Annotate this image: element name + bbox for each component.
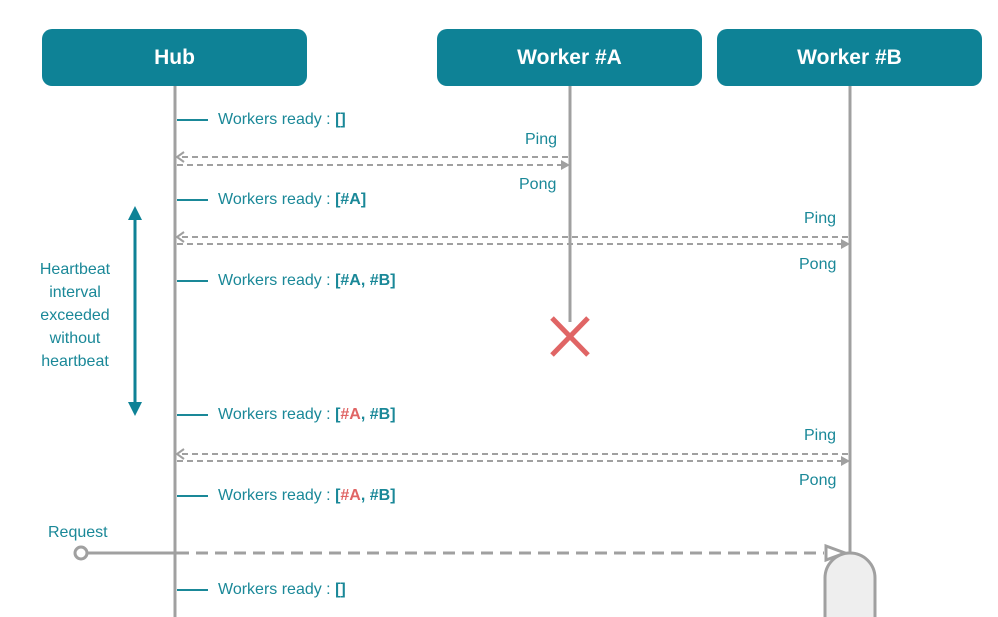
request-origin-icon: [73, 545, 89, 561]
hub-node: Hub: [42, 29, 307, 86]
worker-id: #B: [369, 406, 391, 423]
bracket-open: [: [335, 111, 341, 128]
ping-label: Ping: [804, 427, 837, 444]
bracket-close: ]: [390, 487, 396, 504]
worker-id: #B: [369, 487, 391, 504]
workers-ready-status: Workers ready : [#A, #B]: [218, 487, 396, 505]
pong-a-arrowhead: [561, 160, 570, 170]
status-prefix: Workers ready :: [218, 581, 336, 598]
workers-ready-status: Workers ready : []: [218, 581, 346, 599]
pong-label: Pong: [799, 472, 837, 489]
pong-label: Pong: [799, 256, 837, 273]
bracket-open: [: [335, 406, 341, 423]
bracket-open: [: [335, 581, 341, 598]
bracket-open: [: [335, 191, 341, 208]
ping-label: Ping: [525, 131, 558, 148]
workers-ready-status: Workers ready : [#A]: [218, 191, 366, 209]
bracket-open: [: [335, 487, 341, 504]
status-prefix: Workers ready :: [218, 191, 336, 208]
bracket-close: ]: [340, 581, 346, 598]
separator: ,: [360, 487, 370, 504]
worker-a-failed-icon: [550, 316, 590, 357]
worker-id: #A: [340, 487, 361, 504]
status-ticks: [177, 119, 208, 591]
status-prefix: Workers ready :: [218, 406, 336, 423]
ping-pong-b-1: [177, 236, 848, 245]
worker-id: #A: [340, 191, 361, 208]
heartbeat-note: Heartbeat interval exceeded without hear…: [39, 261, 111, 370]
ping-a-arrowhead: [175, 151, 185, 163]
ping-pong-a: [177, 156, 568, 166]
status-prefix: Workers ready :: [218, 272, 336, 289]
separator: ,: [360, 272, 370, 289]
workers-ready-status: Workers ready : []: [218, 111, 346, 129]
ping-b2-arrowhead: [175, 448, 185, 460]
pong-b1-arrowhead: [841, 239, 850, 249]
worker-id: #A: [340, 272, 361, 289]
ping-b1-arrowhead: [175, 231, 185, 243]
ping-label: Ping: [804, 210, 837, 227]
pong-label: Pong: [519, 176, 557, 193]
request-label: Request: [48, 524, 108, 541]
worker-b-node: Worker #B: [717, 29, 982, 86]
pong-b2-arrowhead: [841, 456, 850, 466]
bracket-close: ]: [360, 191, 367, 208]
status-prefix: Workers ready :: [218, 111, 336, 128]
worker-b-activation: [823, 551, 877, 617]
workers-ready-status: Workers ready : [#A, #B]: [218, 406, 396, 424]
workers-ready-status: Workers ready : [#A, #B]: [218, 272, 396, 290]
heartbeat-interval-arrow: [128, 206, 142, 416]
separator: ,: [360, 406, 370, 423]
ping-pong-b-2: [177, 453, 848, 462]
bracket-close: ]: [390, 272, 396, 289]
bracket-close: ]: [340, 111, 346, 128]
status-prefix: Workers ready :: [218, 487, 336, 504]
worker-a-node: Worker #A: [437, 29, 702, 86]
bracket-open: [: [335, 272, 341, 289]
bracket-close: ]: [390, 406, 396, 423]
worker-id: #B: [369, 272, 391, 289]
worker-id: #A: [340, 406, 361, 423]
